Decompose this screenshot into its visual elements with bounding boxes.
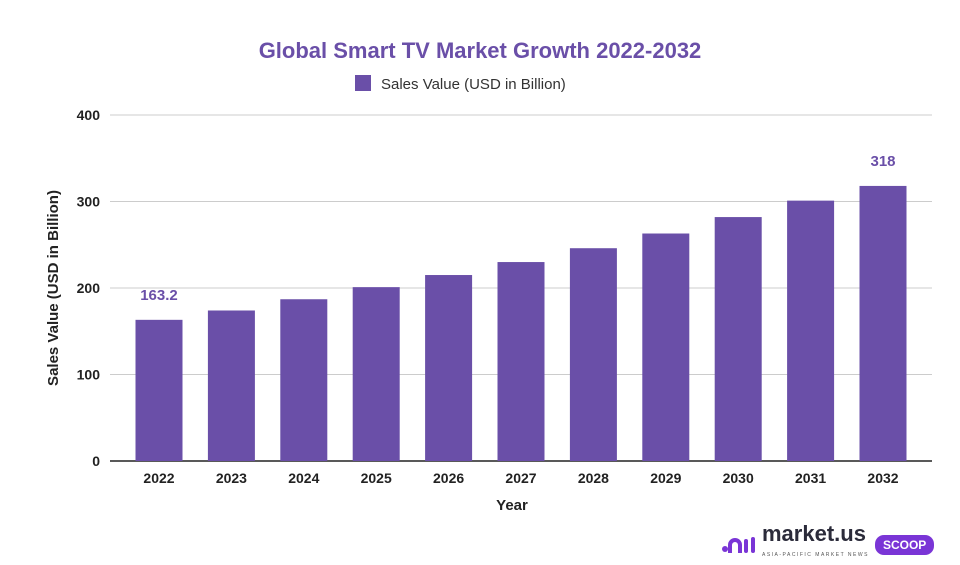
y-tick-label: 300 bbox=[77, 194, 101, 210]
bar bbox=[642, 233, 690, 461]
x-tick-label: 2026 bbox=[433, 470, 464, 486]
data-label: 318 bbox=[870, 153, 895, 170]
bar bbox=[859, 185, 907, 461]
x-tick-label: 2028 bbox=[578, 470, 609, 486]
x-tick-label: 2030 bbox=[723, 470, 754, 486]
x-tick-label: 2027 bbox=[505, 470, 536, 486]
x-axis-label: Year bbox=[496, 497, 528, 514]
x-tick-label: 2023 bbox=[216, 470, 247, 486]
y-axis-label: Sales Value (USD in Billion) bbox=[45, 190, 62, 386]
bar bbox=[569, 248, 617, 461]
x-tick-label: 2024 bbox=[288, 470, 319, 486]
y-tick-label: 0 bbox=[92, 453, 100, 469]
bar bbox=[207, 310, 255, 461]
x-tick-label: 2025 bbox=[361, 470, 392, 486]
x-tick-label: 2029 bbox=[650, 470, 681, 486]
y-tick-label: 100 bbox=[77, 367, 101, 383]
bar bbox=[714, 217, 762, 461]
bar bbox=[497, 262, 545, 461]
bar bbox=[135, 319, 183, 461]
x-tick-label: 2031 bbox=[795, 470, 826, 486]
scoop-badge: SCOOP bbox=[874, 534, 935, 555]
chart-title: Global Smart TV Market Growth 2022-2032 bbox=[259, 38, 702, 63]
data-label: 163.2 bbox=[140, 287, 178, 304]
logo-tagline: ASIA-PACIFIC MARKET NEWS bbox=[762, 552, 869, 558]
legend-swatch bbox=[355, 75, 371, 91]
x-tick-label: 2022 bbox=[143, 470, 174, 486]
bar bbox=[787, 200, 835, 461]
logo-text: market.us ASIA-PACIFIC MARKET NEWS bbox=[762, 523, 869, 565]
y-tick-label: 200 bbox=[77, 280, 101, 296]
x-tick-label: 2032 bbox=[867, 470, 898, 486]
legend-label: Sales Value (USD in Billion) bbox=[381, 76, 566, 93]
bar bbox=[280, 299, 328, 461]
y-tick-label: 400 bbox=[77, 107, 101, 123]
logo-mark-icon bbox=[722, 536, 755, 553]
bar bbox=[352, 287, 400, 461]
market-us-logo: market.us ASIA-PACIFIC MARKET NEWS SCOOP bbox=[722, 523, 935, 565]
bar bbox=[425, 275, 473, 461]
